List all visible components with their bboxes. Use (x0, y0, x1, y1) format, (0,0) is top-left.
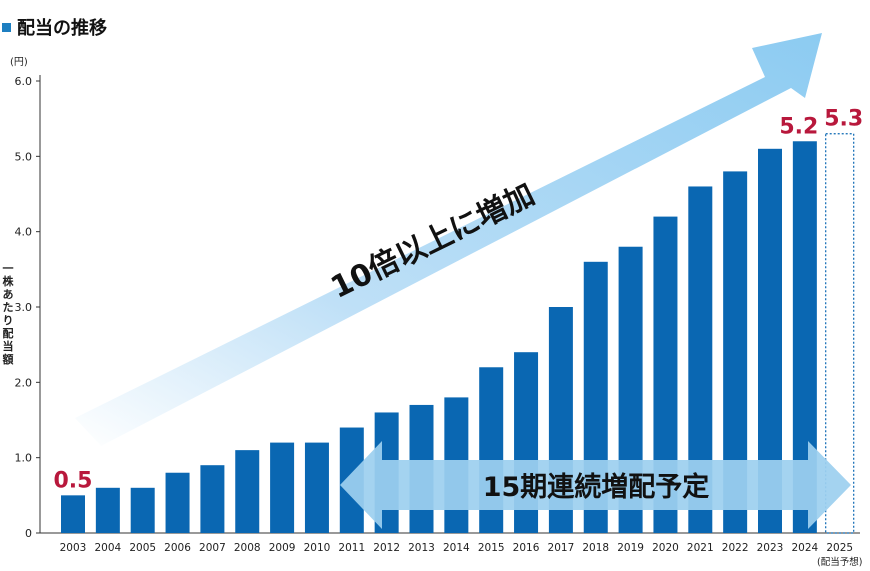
x-tick-label: 2024 (791, 542, 818, 554)
x-tick-label: 2007 (199, 542, 226, 554)
y-axis-label: 一株あたり配当額 (2, 262, 15, 366)
chart-title: 配当の推移 (2, 14, 107, 40)
x-tick-label: 2017 (548, 542, 575, 554)
bar (270, 442, 295, 533)
forecast-bar (825, 133, 855, 534)
bar (200, 465, 225, 533)
y-tick-label: 1.0 (15, 452, 33, 465)
streak-double-arrow (340, 441, 851, 529)
y-unit-label: (円) (10, 57, 28, 68)
bar (130, 487, 155, 533)
x-tick-label: 2004 (94, 542, 121, 554)
x-tick-label: 2010 (304, 542, 331, 554)
x-tick-label: 2003 (60, 542, 87, 554)
bar (235, 450, 260, 533)
x-tick-label: 2021 (687, 542, 714, 554)
y-tick-label: 3.0 (15, 301, 33, 314)
x-tick-label: 2008 (234, 542, 261, 554)
x-tick-label: 2025 (826, 542, 853, 554)
y-tick-label: 0 (25, 527, 32, 540)
x-tick-label: 2006 (164, 542, 191, 554)
y-tick-label: 2.0 (15, 376, 33, 389)
bar (165, 472, 190, 533)
bar (304, 442, 329, 533)
x-tick-label: 2018 (582, 542, 609, 554)
bar (61, 495, 85, 533)
x-tick-label: 2009 (269, 542, 296, 554)
x-tick-label: 2019 (617, 542, 644, 554)
streak-arrow-label: 15期連続増配予定 (483, 471, 710, 503)
x-tick-label: 2015 (478, 542, 505, 554)
y-tick-label: 4.0 (15, 226, 33, 239)
growth-arrow-label: 10倍以上に増加 (326, 177, 541, 306)
x-tick-label: 2011 (338, 542, 365, 554)
x-tick-label: 2012 (373, 542, 400, 554)
x-tick-label: 2023 (757, 542, 784, 554)
data-label: 0.5 (54, 468, 93, 493)
y-tick-label: 5.0 (15, 150, 33, 163)
chart-title-text: 配当の推移 (17, 18, 107, 39)
bar (95, 487, 120, 533)
x-tick-label: 2005 (129, 542, 156, 554)
x-tick-label: 2013 (408, 542, 435, 554)
forecast-note: (配当予想) (817, 556, 862, 568)
x-tick-label: 2016 (513, 542, 540, 554)
growth-arrow (75, 33, 822, 446)
title-square-icon (2, 22, 11, 32)
x-tick-label: 2020 (652, 542, 679, 554)
x-tick-label: 2014 (443, 542, 470, 554)
x-tick-label: 2022 (722, 542, 749, 554)
y-tick-label: 6.0 (15, 75, 33, 88)
data-label: 5.3 (824, 107, 863, 132)
data-label: 5.2 (779, 114, 818, 139)
